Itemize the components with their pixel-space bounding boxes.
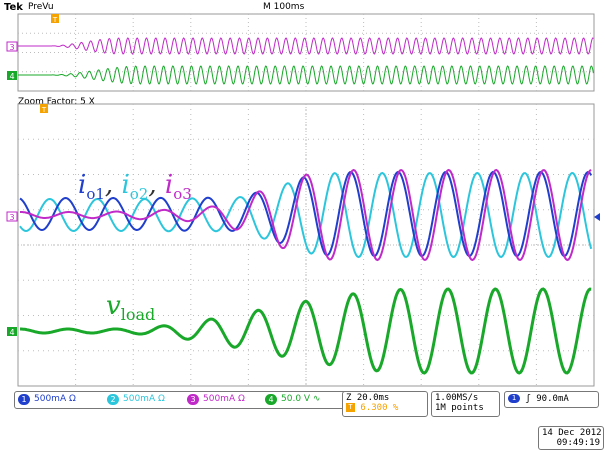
trigger-position-marker[interactable]: T (51, 14, 59, 24)
datetime-readout: 14 Dec 2012 09:49:19 (538, 426, 604, 450)
timebase-label: M 100ms (263, 2, 305, 12)
ch4-overview-marker[interactable]: 4 (7, 71, 17, 81)
zoom-trigger-marker[interactable]: T (40, 104, 48, 114)
svg-text:T: T (52, 16, 58, 24)
ch3-badge: 3 (187, 394, 199, 405)
svg-text:4: 4 (9, 328, 14, 337)
ch4-voltage-trace (20, 287, 592, 375)
ch1-current-trace (19, 170, 593, 258)
record-length: 1M points (435, 403, 484, 413)
currents-annotation: io1, io2, io3 (78, 170, 192, 203)
ch2-badge: 2 (107, 394, 119, 405)
zoom-time-label: Z 20.0ms (346, 393, 390, 403)
trigger-slope-icon: ʃ (525, 394, 531, 404)
position-value: 6.300 % (360, 403, 399, 413)
ch4-ground-marker[interactable]: 4 (7, 327, 17, 337)
brand-label: Tek (4, 2, 23, 13)
i-o2-subscript: o2 (130, 185, 149, 203)
i-o3-subscript: o3 (173, 185, 192, 203)
mode-label: PreVu (28, 2, 54, 12)
ch1-badge: 1 (18, 394, 30, 405)
comma-1: , (105, 170, 122, 200)
zoom-factor-label: Zoom Factor: 5 X (18, 97, 95, 107)
position-row: T 6.300 % (346, 403, 424, 413)
zoom-grid (18, 104, 594, 386)
ch2-readout[interactable]: 2 500mA Ω (107, 393, 165, 406)
i-o2-symbol: i (121, 170, 129, 200)
svg-text:T: T (41, 106, 47, 114)
ch4-scale: 50.0 V ∿ (281, 394, 321, 404)
svg-text:4: 4 (9, 72, 14, 81)
ch2-current-trace (19, 171, 593, 259)
position-flag-icon: T (346, 403, 355, 412)
voltage-annotation: vload (106, 291, 155, 324)
ch3-overview-marker[interactable]: 3 (6, 41, 18, 52)
ch4-readout[interactable]: 4 50.0 V ∿ (265, 393, 320, 406)
ch3-scale: 500mA Ω (203, 394, 245, 404)
i-o3-symbol: i (165, 170, 173, 200)
svg-text:3: 3 (9, 43, 14, 52)
i-o1-subscript: o1 (86, 185, 105, 203)
ch3-readout[interactable]: 3 500mA Ω (187, 393, 245, 406)
ch3-current-trace (20, 168, 592, 262)
time-label: 09:49:19 (556, 438, 600, 448)
svg-text:3: 3 (9, 213, 14, 222)
channel-status-bar: 1 500mA Ω 2 500mA Ω 3 500mA Ω 4 50.0 V ∿ (14, 391, 349, 409)
ch2-scale: 500mA Ω (123, 394, 165, 404)
trigger-source-badge: 1 (508, 394, 520, 403)
trigger-level-marker[interactable] (594, 213, 600, 221)
sample-rate: 1.00MS/s (435, 393, 479, 403)
trigger-level: 90.0mA (536, 394, 569, 404)
ch1-readout[interactable]: 1 500mA Ω (18, 393, 76, 406)
i-o1-symbol: i (78, 170, 86, 200)
ch4-badge: 4 (265, 394, 277, 405)
overview-ch4-trace (18, 65, 594, 85)
trigger-readout[interactable]: 1 ʃ 90.0mA (504, 391, 599, 408)
v-load-subscript: load (121, 305, 156, 324)
horizontal-readout[interactable]: Z 20.0ms T 6.300 % (342, 391, 428, 417)
date-label: 14 Dec 2012 (542, 428, 602, 438)
v-load-symbol: v (106, 291, 121, 321)
overview-ch3-trace (18, 37, 594, 55)
ch3-ground-marker[interactable]: 3 (6, 211, 18, 222)
acquisition-readout[interactable]: 1.00MS/s 1M points (431, 391, 500, 417)
comma-2: , (148, 170, 165, 200)
ch1-scale: 500mA Ω (34, 394, 76, 404)
